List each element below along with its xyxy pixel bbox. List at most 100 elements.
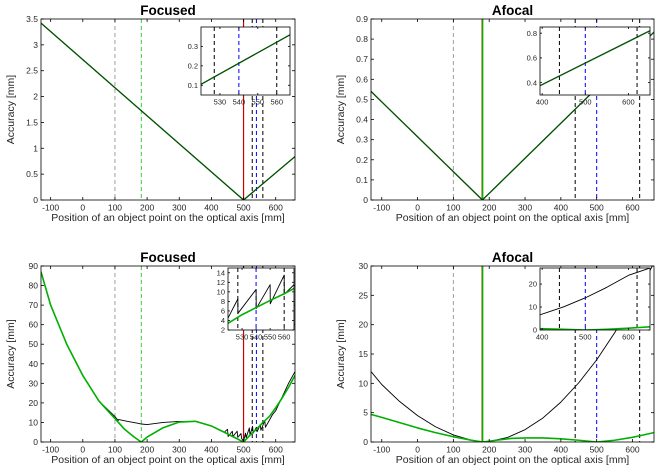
chart-bottom-right-xtick-label-2: 100 [446, 445, 460, 455]
chart-top-right-xtick-label-5: 400 [554, 203, 568, 213]
chart-bottom-left-series-1 [41, 271, 295, 442]
chart-top-left-inset-ytick-label-0: 0.1 [188, 81, 198, 90]
chart-top-right-inset-xtick-label-1: 500 [579, 98, 592, 107]
chart-bottom-right-ylabel: Accuracy [mm] [335, 319, 347, 389]
chart-top-right-ytick-label-6: 0.6 [356, 74, 368, 84]
chart-bottom-left-ytick-label-1: 10 [29, 417, 39, 427]
chart-bottom-left-ylabel: Accuracy [mm] [5, 319, 17, 389]
chart-bottom-left-inset-series-0 [228, 274, 294, 319]
chart-top-right-ytick-label-8: 0.8 [356, 34, 368, 44]
chart-bottom-right-inset-xtick-label-2: 600 [622, 333, 635, 342]
chart-bottom-left-frame [40, 265, 296, 443]
chart-bottom-right-xlabel: Position of an object point on the optic… [396, 454, 630, 466]
chart-top-right-ytick-label-9: 0.9 [356, 14, 368, 24]
chart-bottom-left-xtick-label-6: 500 [236, 445, 250, 455]
chart-top-left-xtick-label-5: 400 [204, 203, 218, 213]
chart-bottom-left-inset-ytick-label-5: 12 [217, 278, 225, 287]
chart-bottom-left-ytick-label-8: 80 [29, 281, 39, 291]
chart-bottom-left-inset-marks [228, 268, 294, 330]
chart-bottom-right-inset-ytick-label-1: 10 [529, 303, 537, 312]
chart-top-left-xtick-label-1: 0 [80, 203, 85, 213]
chart-bottom-right-inset-xtick-label-0: 400 [536, 333, 549, 342]
chart-bottom-right-xtick-label-1: 0 [415, 445, 420, 455]
chart-top-left-xtick-label-2: 100 [108, 203, 122, 213]
chart-top-left-ytick-label-4: 2 [33, 92, 38, 102]
chart-bottom-left-ytick-label-6: 60 [29, 320, 39, 330]
chart-bottom-left-xtick-label-0: -100 [42, 445, 59, 455]
chart-top-left-xtick-label-0: -100 [42, 203, 59, 213]
chart-top-left-ytick-label-1: 0.5 [26, 169, 38, 179]
chart-top-right-xtick-label-6: 500 [590, 203, 604, 213]
chart-bottom-left-inset-xtick-label-2: 550 [264, 333, 277, 342]
chart-bottom-right-ytick-label-0: 0 [363, 437, 368, 447]
chart-top-left-ytick-label-5: 2.5 [26, 66, 38, 76]
chart-top-right-xtick-label-3: 200 [482, 203, 496, 213]
chart-top-left-inset-ytick-label-1: 0.2 [188, 61, 198, 70]
chart-bottom-right-inset-frame [539, 267, 651, 331]
chart-top-right-ytick-label-2: 0.2 [356, 155, 368, 165]
chart-top-left-inset-plot-area [201, 27, 290, 95]
chart-top-right-xtick-label-0: -100 [373, 203, 390, 213]
chart-top-left-title: Focused [140, 3, 196, 18]
chart-top-right-inset-frame [539, 26, 651, 96]
chart-bottom-left-series-0 [41, 271, 295, 442]
chart-bottom-left-xlabel: Position of an object point on the optic… [51, 454, 285, 466]
chart-top-left-inset-xtick-label-1: 540 [233, 98, 246, 107]
chart-top-left-ytick-label-0: 0 [33, 195, 38, 205]
chart-bottom-left-xtick-label-7: 600 [269, 445, 283, 455]
chart-top-right-xtick-label-2: 100 [446, 203, 460, 213]
chart-top-left-ytick-label-3: 1.5 [26, 117, 38, 127]
chart-bottom-left-ytick-label-9: 90 [29, 261, 39, 271]
chart-top-right-title: Afocal [492, 3, 533, 18]
chart-bottom-left-inset-ytick-label-4: 10 [217, 287, 225, 296]
chart-top-right-ytick-label-7: 0.7 [356, 54, 368, 64]
chart-top-right-inset-plot-area [540, 27, 650, 95]
chart-top-left-xtick-label-4: 300 [172, 203, 186, 213]
chart-bottom-right-xtick-label-7: 600 [625, 445, 639, 455]
chart-top-left-ytick-label-7: 3.5 [26, 14, 38, 24]
chart-top-left-inset-xtick-label-2: 550 [252, 98, 265, 107]
chart-bottom-right-ytick-label-1: 5 [363, 408, 368, 418]
chart-top-right-inset-marks [540, 27, 650, 95]
chart-top-left-frame [40, 18, 296, 201]
chart-top-right-inset-ytick-label-1: 0.6 [527, 54, 537, 63]
chart-top-left-inset-xtick-label-0: 530 [214, 98, 227, 107]
chart-bottom-left-inset-ytick-label-0: 2 [221, 326, 225, 335]
chart-bottom-right-ytick-label-3: 15 [359, 349, 369, 359]
chart-bottom-right-xtick-label-5: 400 [554, 445, 568, 455]
chart-bottom-left-inset-ytick-label-2: 6 [221, 307, 225, 316]
chart-top-right: -100 0 100 200 300 400 500 600 0 0.1 0.2 0.3 0.4 0.5 0… [335, 3, 655, 224]
chart-bottom-left-inset-xtick-label-3: 560 [278, 333, 291, 342]
chart-top-left-xtick-label-3: 200 [140, 203, 154, 213]
chart-top-right-inset-series-1 [540, 30, 650, 87]
chart-top-right-ylabel: Accuracy [mm] [335, 75, 347, 145]
chart-top-right-xtick-label-7: 600 [625, 203, 639, 213]
chart-bottom-right-ytick-label-2: 10 [359, 378, 369, 388]
chart-bottom-left-xtick-label-1: 0 [80, 445, 85, 455]
chart-bottom-left-xtick-label-3: 200 [140, 445, 154, 455]
chart-bottom-right-inset-xtick-label-1: 500 [579, 333, 592, 342]
chart-top-left-ylabel: Accuracy [mm] [5, 75, 17, 145]
chart-bottom-left-ytick-label-2: 20 [29, 398, 39, 408]
chart-top-left-xtick-label-6: 500 [236, 203, 250, 213]
chart-top-left-inset-ytick-label-2: 0.3 [188, 42, 198, 51]
chart-top-right-ytick-label-3: 0.3 [356, 135, 368, 145]
chart-top-right-ytick-label-4: 0.4 [356, 115, 368, 125]
chart-top-right-inset-ytick-label-2: 0.8 [527, 29, 537, 38]
chart-bottom-right-xtick-label-6: 500 [590, 445, 604, 455]
chart-bottom-left-inset-ytick-label-1: 4 [221, 316, 225, 325]
chart-bottom-left-inset-frame [227, 267, 295, 331]
chart-top-right-inset-ytick-label-0: 0.4 [527, 78, 537, 87]
chart-bottom-left-ytick-label-5: 50 [29, 339, 39, 349]
chart-top-right-ytick-label-0: 0 [363, 195, 368, 205]
chart-bottom-right-xtick-label-4: 300 [518, 445, 532, 455]
chart-top-left-series-1 [41, 22, 295, 200]
chart-bottom-left-inset-ytick-label-3: 8 [221, 297, 225, 306]
chart-top-left-inset-frame [200, 26, 291, 96]
chart-top-left-xtick-label-7: 600 [269, 203, 283, 213]
chart-bottom-right-title: Afocal [492, 250, 533, 265]
chart-top-left-ytick-label-2: 1 [33, 143, 38, 153]
chart-top-right-ytick-label-1: 0.1 [356, 175, 368, 185]
